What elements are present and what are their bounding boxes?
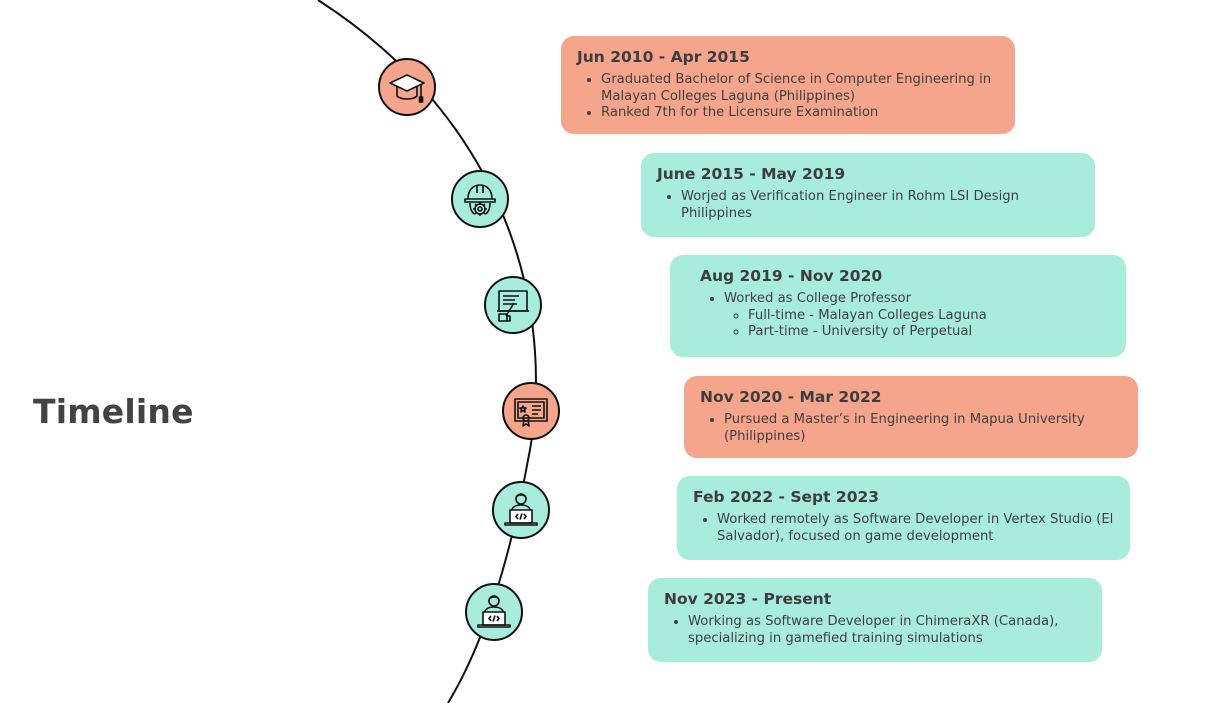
- card-date: Jun 2010 - Apr 2015: [577, 48, 750, 66]
- card-bullet: Pursued a Master’s in Engineering in Map…: [724, 412, 1122, 445]
- card-bullet: Graduated Bachelor of Science in Compute…: [601, 72, 999, 105]
- engineer-helmet-gear-icon: [460, 179, 500, 219]
- card-date: June 2015 - May 2019: [657, 165, 846, 183]
- timeline-card-6: Nov 2023 - Present Working as Software De…: [648, 578, 1102, 662]
- card-bullet-text: Working as Software Developer in Chimera…: [688, 614, 1059, 646]
- timeline-node-4: [502, 382, 560, 440]
- card-bullets: Worjed as Verification Engineer in Rohm …: [657, 189, 1079, 222]
- timeline-node-1: [378, 58, 436, 116]
- card-bullet-text: Ranked 7th for the Licensure Examination: [601, 105, 879, 120]
- timeline-node-2: [451, 170, 509, 228]
- card-bullets: Pursued a Master’s in Engineering in Map…: [700, 412, 1122, 445]
- card-sub-bullet: Part-time - University of Perpetual: [748, 324, 1110, 341]
- card-bullets: Working as Software Developer in Chimera…: [664, 614, 1086, 647]
- timeline-node-3: [484, 276, 542, 334]
- timeline-card-5: Feb 2022 - Sept 2023 Worked remotely as S…: [677, 476, 1130, 560]
- page-title: Timeline: [33, 392, 194, 431]
- card-bullet-text: Pursued a Master’s in Engineering in Map…: [724, 412, 1085, 444]
- developer-laptop-icon: [501, 490, 541, 530]
- card-sub-bullet: Full-time - Malayan Colleges Laguna: [748, 308, 1110, 325]
- certificate-icon: [511, 391, 551, 431]
- card-bullet: Worked as College Professor Full-time - M…: [724, 291, 1110, 341]
- card-date: Aug 2019 - Nov 2020: [700, 267, 883, 285]
- card-bullets: Worked remotely as Software Developer in…: [693, 512, 1114, 545]
- card-bullet: Working as Software Developer in Chimera…: [688, 614, 1086, 647]
- card-bullet: Worked remotely as Software Developer in…: [717, 512, 1114, 545]
- card-bullet: Worjed as Verification Engineer in Rohm …: [681, 189, 1079, 222]
- card-date: Nov 2023 - Present: [664, 590, 832, 608]
- card-bullet-text: Worked as College Professor: [724, 291, 912, 306]
- developer-laptop-icon: [474, 592, 514, 632]
- card-bullet: Ranked 7th for the Licensure Examination: [601, 105, 999, 122]
- timeline-card-3: Aug 2019 - Nov 2020 Worked as College Pro…: [670, 255, 1126, 357]
- card-bullets: Graduated Bachelor of Science in Compute…: [577, 72, 999, 122]
- graduation-cap-icon: [387, 67, 427, 107]
- timeline-node-5: [492, 481, 550, 539]
- timeline-card-4: Nov 2020 - Mar 2022 Pursued a Master’s in…: [684, 376, 1138, 458]
- teaching-board-icon: [493, 285, 533, 325]
- card-bullet-text: Graduated Bachelor of Science in Compute…: [601, 72, 992, 104]
- card-date: Nov 2020 - Mar 2022: [700, 388, 882, 406]
- card-date: Feb 2022 - Sept 2023: [693, 488, 880, 506]
- timeline-card-1: Jun 2010 - Apr 2015 Graduated Bachelor of…: [561, 36, 1015, 134]
- timeline-card-2: June 2015 - May 2019 Worjed as Verificati…: [641, 153, 1095, 237]
- card-bullet-text: Worjed as Verification Engineer in Rohm …: [681, 189, 1020, 221]
- card-bullets: Worked as College Professor Full-time - M…: [700, 291, 1110, 341]
- card-bullet-text: Worked remotely as Software Developer in…: [717, 512, 1114, 544]
- timeline-node-6: [465, 583, 523, 641]
- card-sub-bullets: Full-time - Malayan Colleges LagunaPart-…: [724, 308, 1110, 341]
